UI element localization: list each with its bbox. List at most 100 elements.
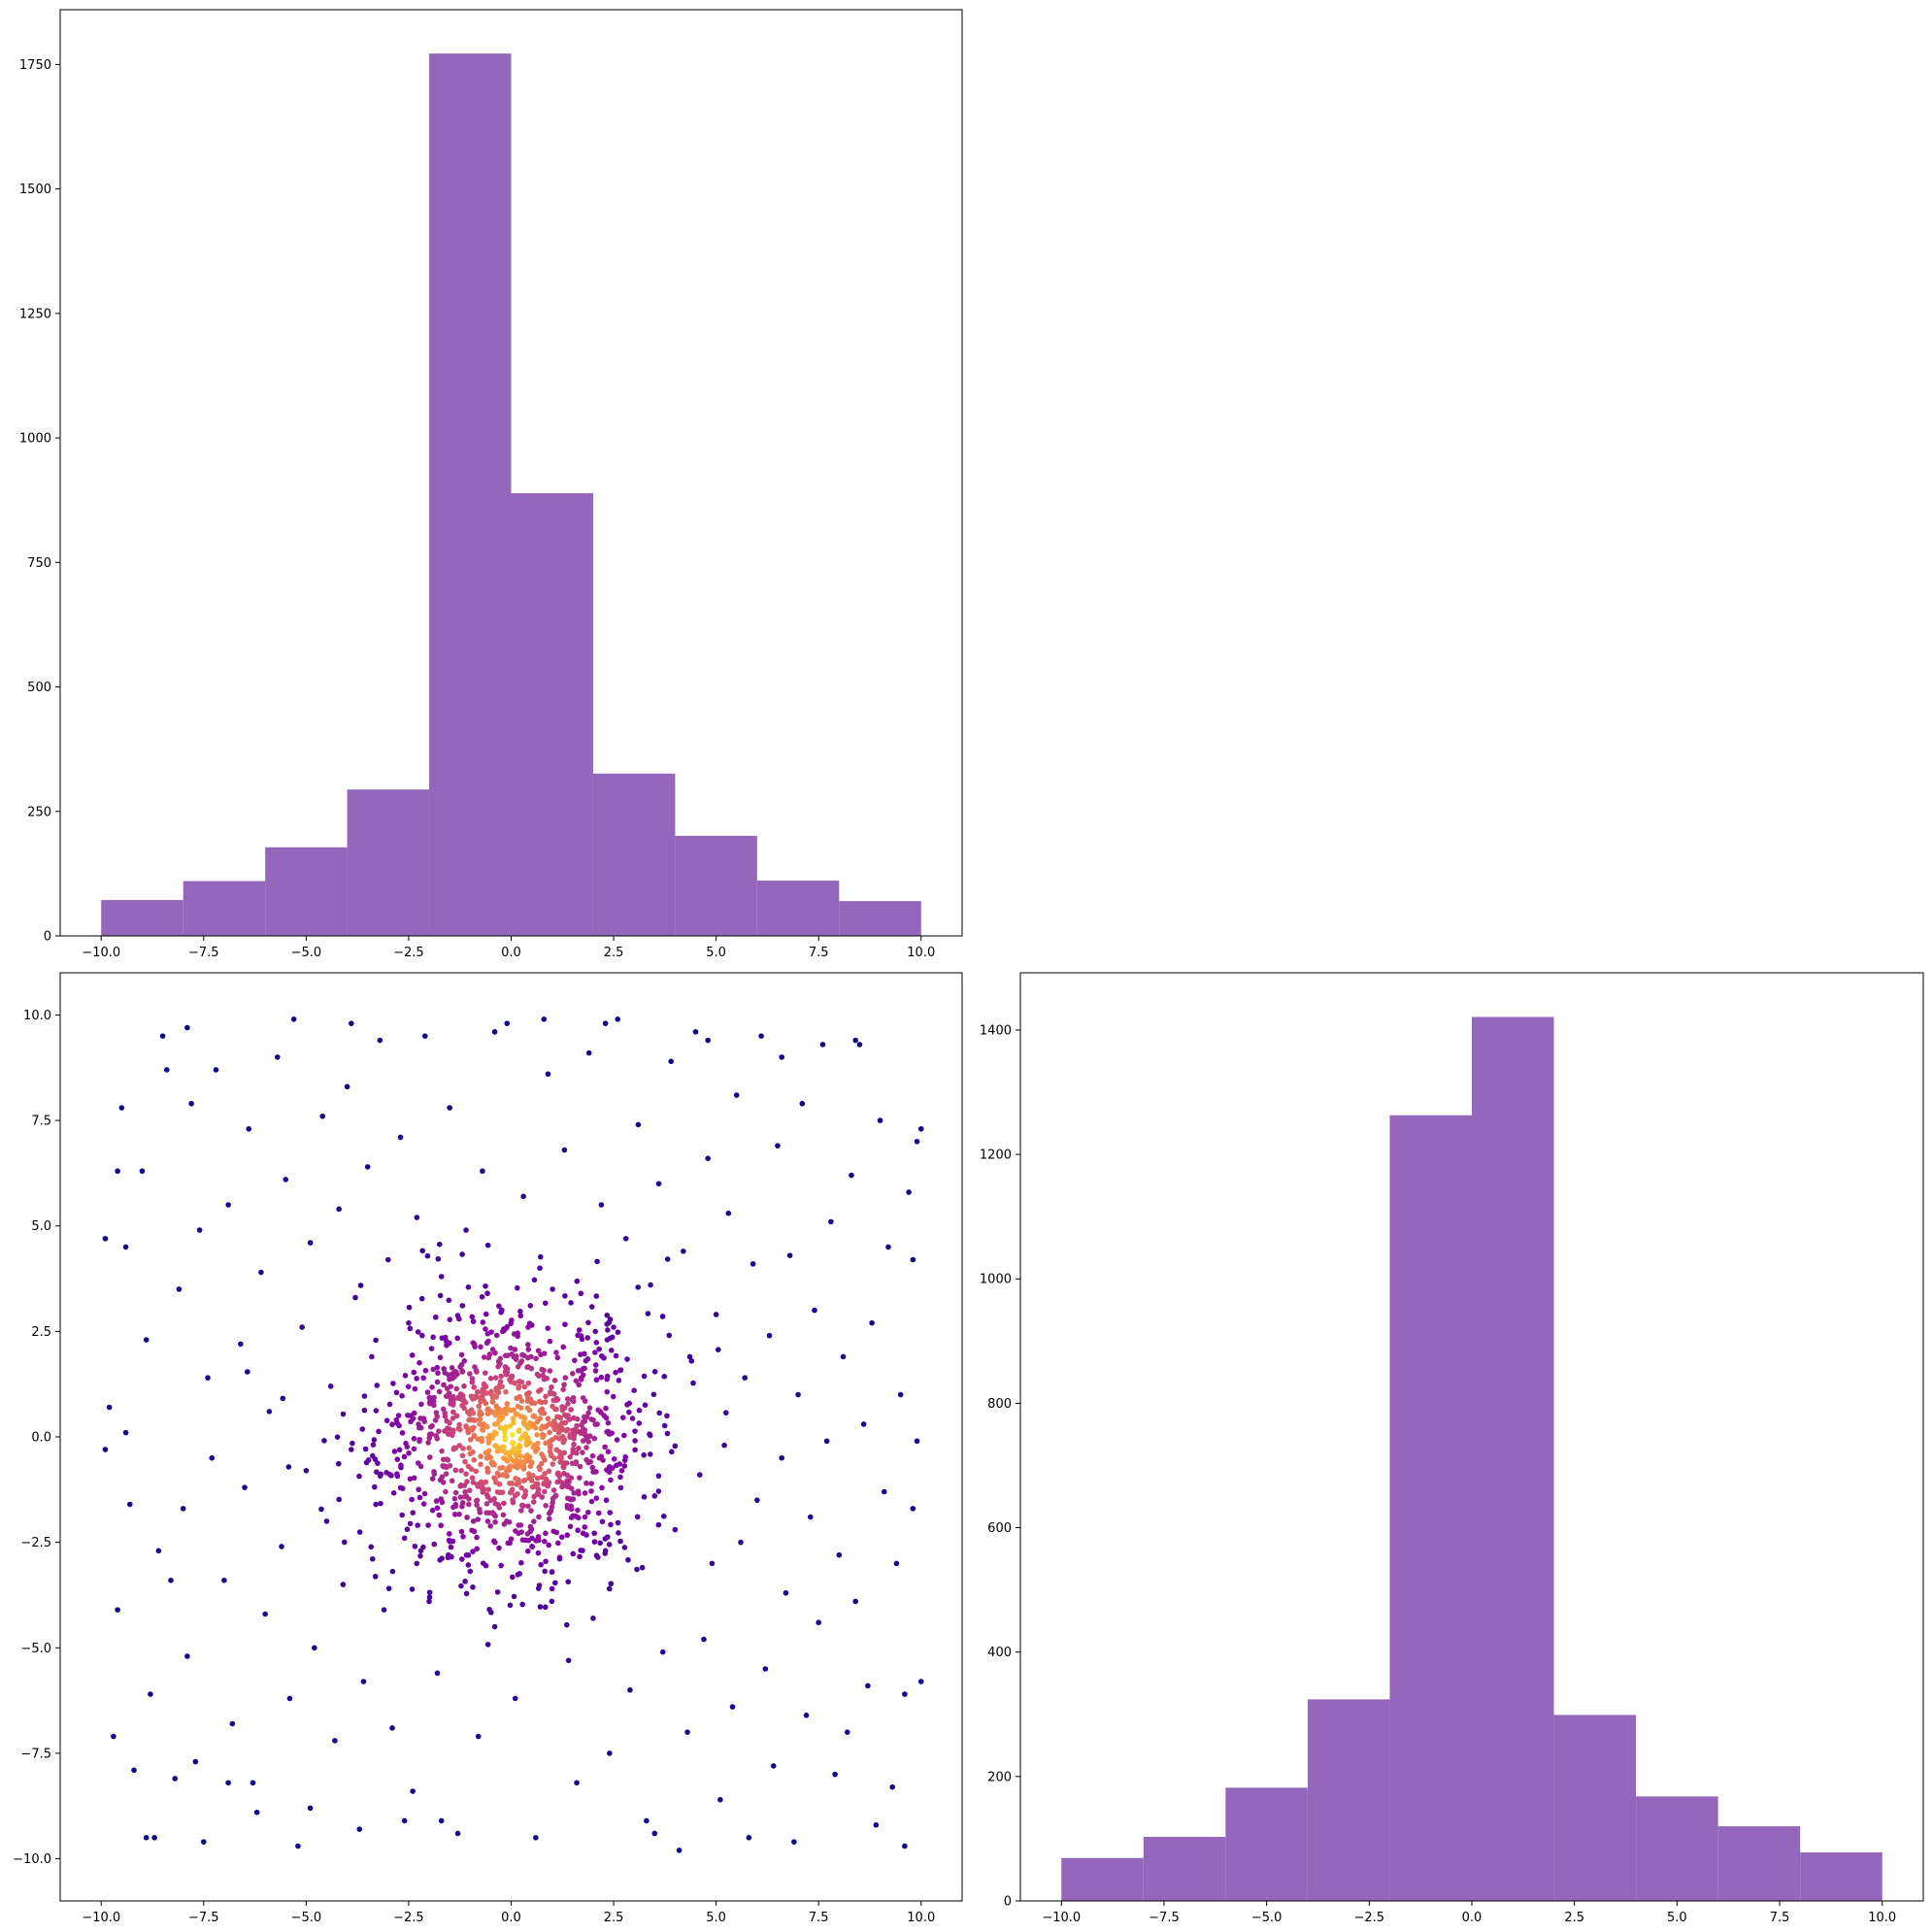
hist-x-x-tick-label: −7.5 <box>188 946 219 960</box>
scatter-point <box>510 1574 516 1581</box>
scatter-point <box>715 1347 721 1353</box>
scatter-point <box>541 1410 548 1416</box>
scatter-point <box>518 1379 525 1385</box>
hist-x-x-tick-label: −5.0 <box>291 946 322 960</box>
scatter-point <box>588 1498 595 1505</box>
scatter-point <box>106 1404 113 1411</box>
scatter-point <box>516 1427 522 1433</box>
scatter-point <box>196 1227 203 1233</box>
scatter-point <box>336 1206 342 1213</box>
scatter-point <box>389 1421 395 1428</box>
scatter-point <box>481 1354 487 1360</box>
scatter-point <box>434 1364 441 1371</box>
scatter-point <box>485 1435 491 1441</box>
scatter-point <box>513 1528 518 1534</box>
scatter-point <box>484 1242 491 1249</box>
scatter-point <box>483 1370 488 1376</box>
scatter-point <box>647 1451 653 1457</box>
scatter-point <box>591 1530 598 1537</box>
scatter-point <box>131 1767 137 1774</box>
scatter-point <box>598 1202 605 1208</box>
hist-x-y-tick-label: 500 <box>27 681 51 695</box>
scatter-point <box>503 1388 509 1395</box>
scatter-point <box>585 1509 591 1516</box>
scatter-point <box>542 1470 548 1477</box>
scatter-point <box>534 1432 540 1438</box>
scatter-point <box>812 1307 817 1314</box>
hist-x-x-tick-label: 0.0 <box>501 946 521 960</box>
scatter-point <box>429 1507 436 1514</box>
scatter-point <box>420 1416 427 1421</box>
scatter-point <box>501 1521 508 1527</box>
scatter-point <box>586 1405 593 1411</box>
scatter-point <box>564 1505 571 1511</box>
scatter-point <box>564 1472 571 1479</box>
scatter-point <box>713 1312 719 1317</box>
scatter-point <box>498 1373 504 1380</box>
scatter-point <box>865 1682 871 1689</box>
scatter-point <box>470 1584 476 1590</box>
scatter-point <box>770 1763 777 1769</box>
scatter-x-tick-label: 0.0 <box>501 1911 521 1925</box>
scatter-point <box>511 1354 517 1360</box>
scatter-point <box>507 1454 513 1461</box>
scatter-point <box>530 1473 536 1479</box>
scatter-point <box>143 1835 150 1841</box>
hist-x-x-tick-label: 2.5 <box>604 946 624 960</box>
scatter-point <box>705 1155 711 1161</box>
scatter-point <box>519 1502 525 1509</box>
scatter-point <box>555 1430 562 1436</box>
scatter-point <box>599 1518 606 1525</box>
scatter-point <box>450 1538 456 1545</box>
scatter-point <box>438 1274 445 1280</box>
scatter-point <box>517 1414 524 1419</box>
scatter-point <box>238 1341 244 1348</box>
scatter-point <box>344 1083 350 1090</box>
scatter-point <box>636 1407 643 1414</box>
scatter-point <box>537 1604 544 1610</box>
scatter-point <box>412 1543 418 1549</box>
scatter-point <box>515 1491 520 1497</box>
scatter-point <box>483 1454 490 1461</box>
scatter-point <box>578 1548 583 1553</box>
scatter-point <box>452 1489 459 1496</box>
scatter-point <box>877 1117 883 1123</box>
scatter-point <box>515 1330 520 1337</box>
hist-x-bar <box>839 901 921 936</box>
scatter-point <box>483 1326 488 1332</box>
scatter-point <box>539 1366 545 1373</box>
scatter-point <box>581 1414 587 1420</box>
scatter-point <box>615 1519 621 1526</box>
scatter-point <box>458 1351 465 1358</box>
scatter-point <box>531 1400 538 1407</box>
scatter-point <box>537 1398 543 1405</box>
scatter-point <box>539 1474 545 1481</box>
scatter-point <box>180 1506 186 1512</box>
scatter-point <box>484 1411 491 1417</box>
scatter-point <box>495 1358 502 1365</box>
scatter-point <box>603 1415 610 1421</box>
scatter-point <box>617 1367 624 1374</box>
scatter-point <box>518 1529 524 1535</box>
scatter-point <box>450 1393 456 1400</box>
scatter-point <box>709 1560 716 1567</box>
scatter-point <box>397 1484 404 1491</box>
scatter-point <box>250 1780 256 1786</box>
scatter-point <box>528 1478 535 1483</box>
scatter-point <box>503 1352 509 1359</box>
scatter-point <box>374 1469 380 1475</box>
scatter-y-tick-label: 10.0 <box>23 1009 51 1023</box>
scatter-point <box>513 1457 519 1464</box>
scatter-point <box>323 1518 330 1524</box>
scatter-point <box>717 1796 723 1803</box>
scatter-point <box>341 1539 348 1546</box>
scatter-point <box>917 1125 924 1132</box>
scatter-point <box>505 1540 512 1547</box>
scatter-point <box>721 1442 727 1449</box>
scatter-point <box>540 1372 547 1379</box>
scatter-point <box>602 1550 609 1556</box>
scatter-point <box>664 1430 671 1437</box>
hist-x-y-tick-label: 1250 <box>19 307 51 321</box>
scatter-point <box>521 1383 528 1390</box>
scatter-point <box>471 1456 478 1463</box>
